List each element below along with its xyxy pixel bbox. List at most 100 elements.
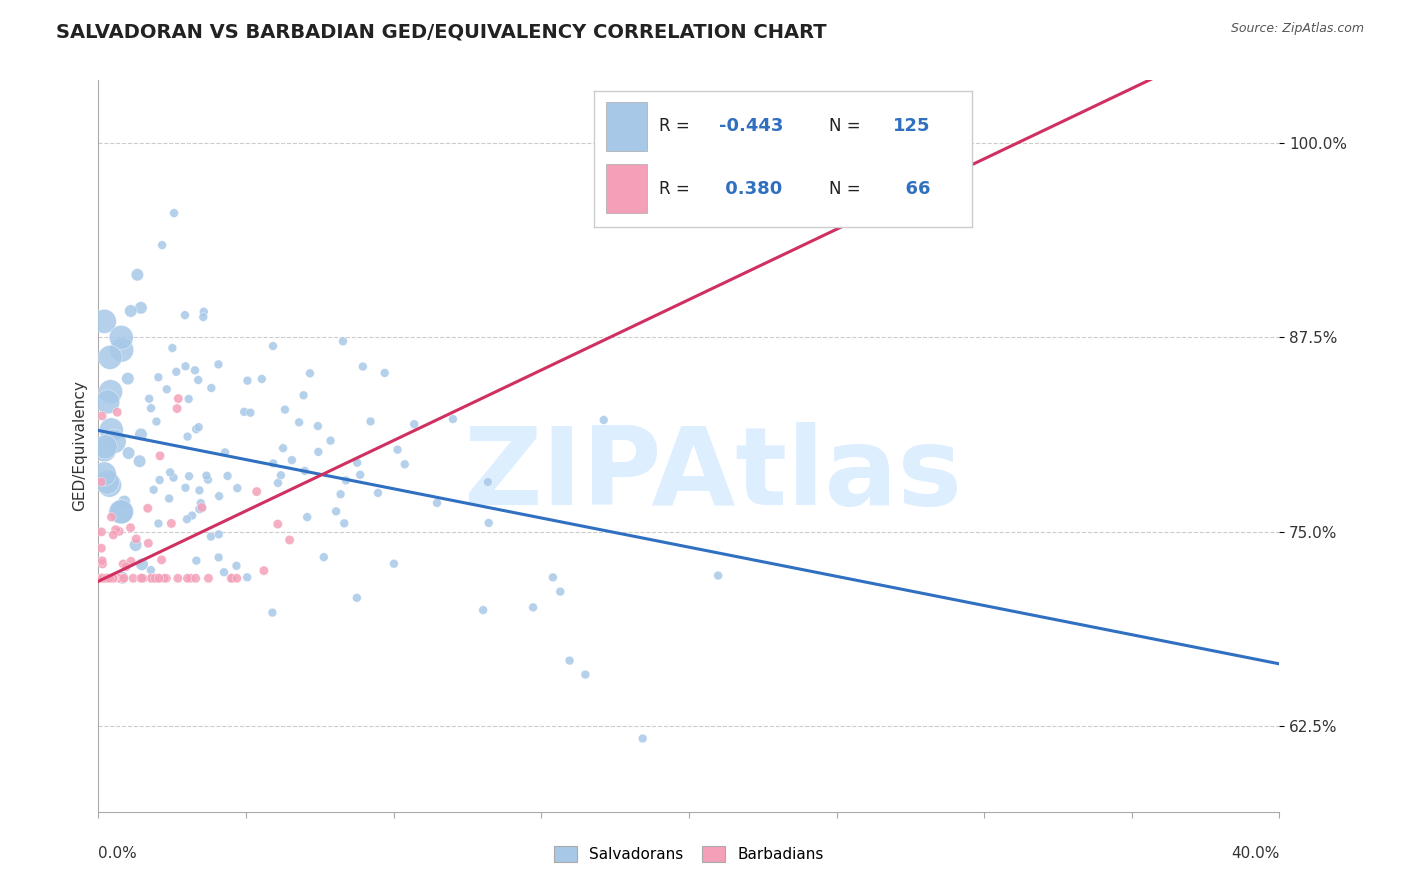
Point bbox=[110, 571, 132, 585]
Point bbox=[103, 571, 125, 585]
Point bbox=[191, 501, 214, 516]
Point bbox=[332, 334, 354, 349]
Point bbox=[105, 405, 128, 419]
Point bbox=[91, 557, 114, 571]
Point bbox=[349, 467, 371, 482]
Point bbox=[94, 440, 117, 454]
Point bbox=[162, 341, 184, 355]
Point bbox=[110, 505, 132, 519]
Point bbox=[200, 530, 222, 544]
Point bbox=[156, 382, 179, 396]
Point bbox=[394, 457, 416, 471]
Point bbox=[292, 388, 315, 402]
Point bbox=[129, 427, 152, 442]
Point bbox=[193, 310, 215, 324]
Point bbox=[207, 358, 229, 372]
Point bbox=[131, 571, 153, 585]
Point bbox=[100, 510, 122, 524]
Point bbox=[150, 553, 173, 567]
Point bbox=[184, 571, 207, 585]
Point bbox=[214, 445, 236, 459]
Point bbox=[180, 571, 202, 585]
Point bbox=[110, 505, 132, 519]
Point bbox=[155, 571, 177, 585]
Point bbox=[190, 496, 212, 510]
Point bbox=[208, 527, 231, 541]
Point bbox=[124, 538, 146, 552]
Point bbox=[148, 571, 170, 585]
Point bbox=[346, 456, 368, 470]
Point bbox=[167, 392, 190, 406]
Point bbox=[176, 512, 198, 526]
Point bbox=[195, 468, 218, 483]
Point bbox=[139, 401, 162, 416]
Point bbox=[253, 564, 276, 578]
Point bbox=[97, 395, 120, 409]
Point bbox=[262, 339, 284, 353]
Point bbox=[239, 406, 262, 420]
Point bbox=[278, 533, 301, 547]
Point bbox=[120, 304, 142, 318]
Point bbox=[225, 571, 247, 585]
Point bbox=[176, 571, 198, 585]
Point bbox=[90, 541, 112, 556]
Point bbox=[100, 384, 122, 399]
Point bbox=[294, 464, 316, 478]
Point bbox=[472, 603, 495, 617]
Point bbox=[295, 510, 318, 524]
Point bbox=[96, 571, 118, 585]
Point bbox=[274, 402, 297, 417]
Point bbox=[127, 268, 149, 282]
Point bbox=[360, 414, 382, 428]
Point bbox=[267, 475, 290, 490]
Point bbox=[262, 457, 284, 471]
Point bbox=[132, 571, 155, 585]
Point bbox=[111, 571, 134, 585]
Point bbox=[387, 442, 409, 457]
Point bbox=[90, 475, 112, 489]
Point bbox=[197, 571, 219, 585]
Point bbox=[187, 373, 209, 387]
Point bbox=[319, 434, 342, 448]
Point bbox=[138, 392, 160, 406]
Point bbox=[131, 558, 153, 572]
Point bbox=[138, 536, 160, 550]
Point bbox=[426, 496, 449, 510]
Point bbox=[307, 445, 329, 459]
Point bbox=[367, 486, 389, 500]
Point bbox=[93, 314, 115, 328]
Point bbox=[281, 453, 304, 467]
Point bbox=[262, 606, 284, 620]
Point bbox=[441, 412, 464, 426]
Point bbox=[184, 422, 207, 436]
Y-axis label: GED/Equivalency: GED/Equivalency bbox=[72, 381, 87, 511]
Text: Source: ZipAtlas.com: Source: ZipAtlas.com bbox=[1230, 22, 1364, 36]
Point bbox=[288, 415, 311, 429]
Point bbox=[103, 571, 125, 585]
Point bbox=[208, 489, 231, 503]
Point bbox=[90, 571, 112, 585]
Point bbox=[103, 434, 125, 449]
Point bbox=[129, 301, 152, 315]
Point bbox=[374, 366, 396, 380]
Point bbox=[174, 359, 197, 374]
Point bbox=[108, 571, 131, 585]
Point bbox=[112, 571, 135, 585]
Point bbox=[191, 500, 214, 515]
Point bbox=[184, 363, 207, 377]
Point bbox=[142, 483, 165, 497]
Point bbox=[90, 571, 112, 585]
Point bbox=[162, 470, 184, 484]
Point bbox=[219, 571, 242, 585]
Point bbox=[707, 568, 730, 582]
Point bbox=[335, 474, 357, 488]
Point bbox=[329, 487, 352, 501]
Point bbox=[233, 405, 256, 419]
Point bbox=[177, 392, 200, 406]
Point bbox=[108, 524, 131, 539]
Point bbox=[96, 475, 118, 490]
Point bbox=[112, 494, 135, 508]
Point bbox=[122, 571, 145, 585]
Point bbox=[225, 558, 247, 573]
Point bbox=[212, 566, 235, 580]
